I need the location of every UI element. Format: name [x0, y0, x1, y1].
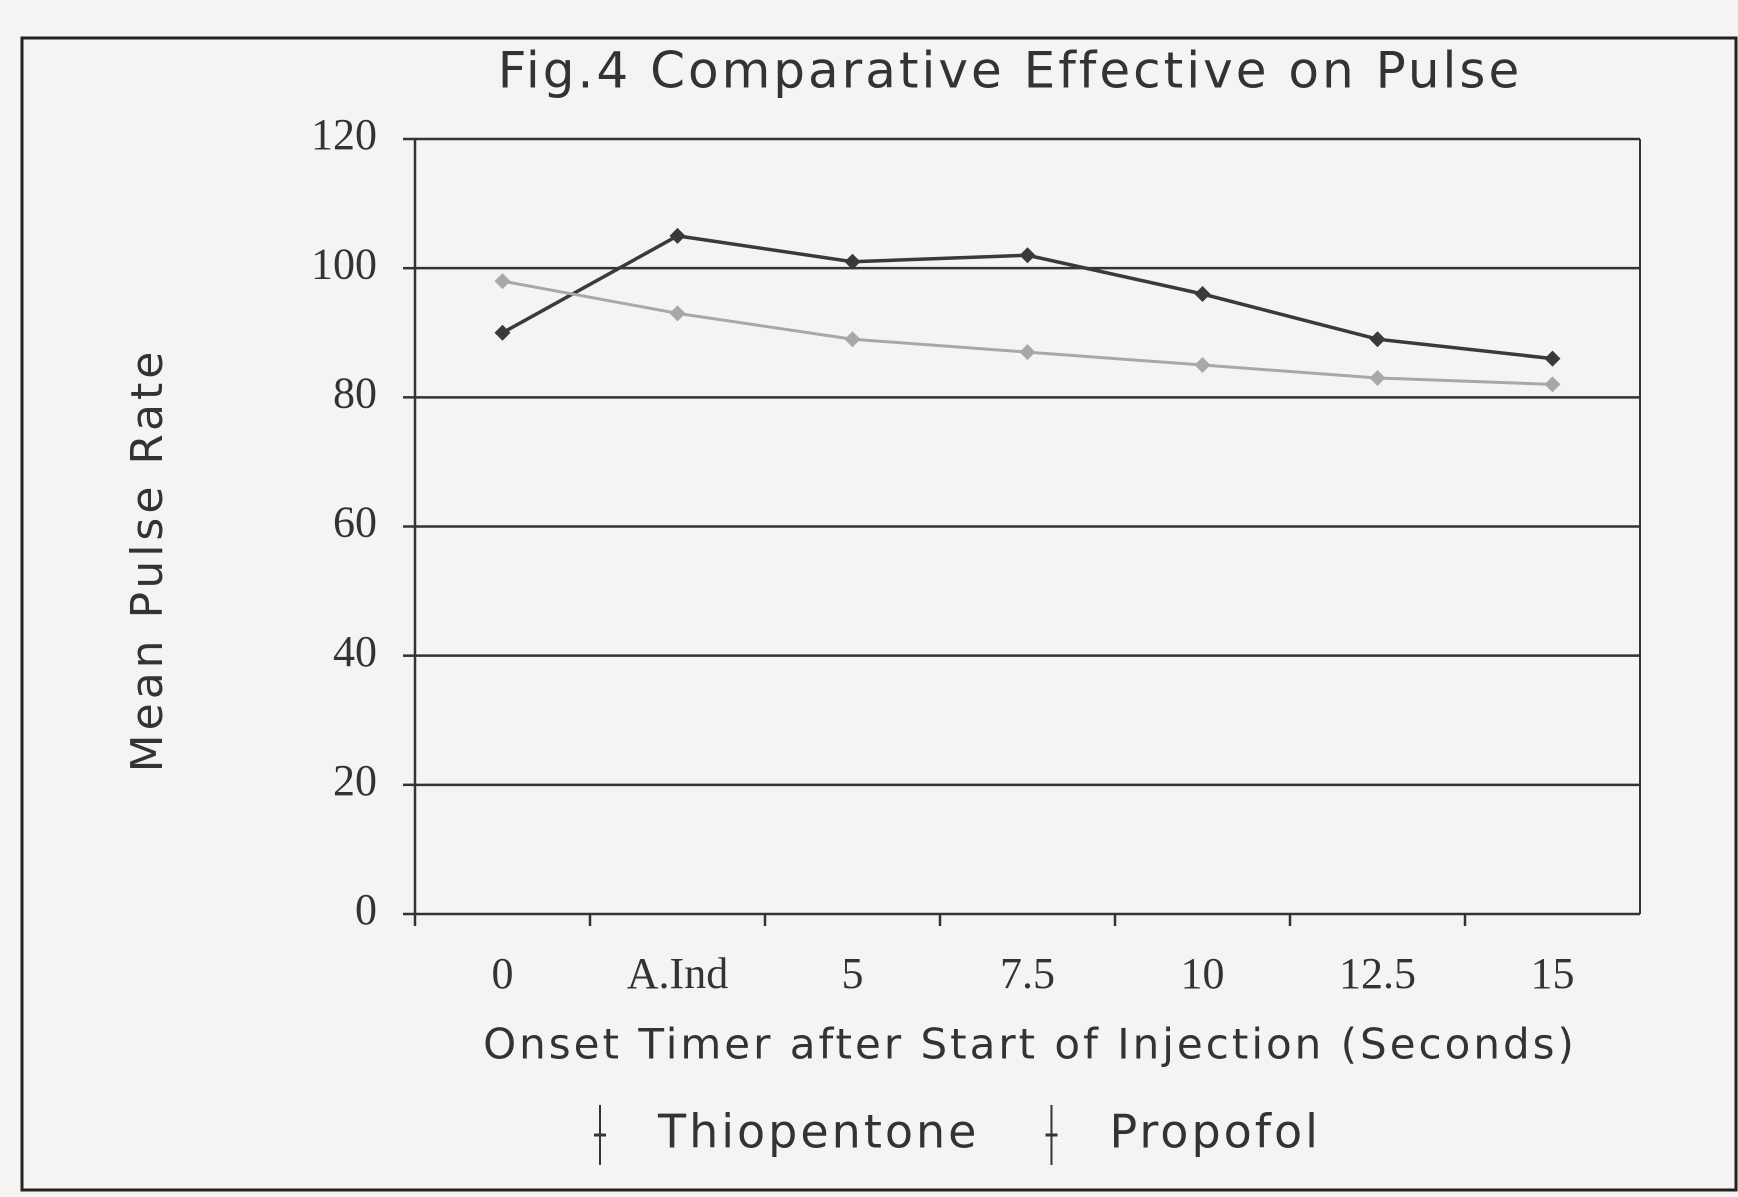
frame [20, 36, 1738, 1192]
y-tick-label: 20 [333, 756, 377, 805]
x-axis-label: Onset Timer after Start of Injection (Se… [483, 1020, 1577, 1069]
data-point [494, 273, 511, 290]
x-tick-label: 7.5 [1000, 949, 1055, 998]
data-point [1194, 357, 1211, 374]
data-point [1544, 350, 1561, 367]
legend-label: Thiopentone [657, 1105, 979, 1159]
y-tick-label: 80 [333, 368, 377, 417]
y-tick-label: 120 [311, 110, 377, 159]
x-tick-label: 12.5 [1339, 949, 1416, 998]
data-point [844, 331, 861, 348]
y-tick-label: 40 [333, 627, 377, 676]
data-point [1019, 247, 1036, 264]
y-axis-label: Mean Pulse Rate [122, 348, 173, 773]
x-tick-label: 0 [492, 949, 514, 998]
data-point [844, 253, 861, 270]
series-line [502, 279, 1553, 386]
data-point [1019, 344, 1036, 361]
data-point [669, 305, 686, 322]
data-point [1194, 286, 1211, 302]
y-tick-label: 100 [311, 239, 377, 288]
x-tick-label: 5 [842, 949, 864, 998]
data-point [1544, 376, 1561, 393]
data-point [494, 324, 511, 341]
x-tick-label: 15 [1531, 949, 1575, 998]
data-point [1369, 369, 1386, 386]
y-tick-label: 0 [355, 885, 377, 934]
legend-label: Propofol [1109, 1105, 1320, 1159]
data-point [1369, 331, 1386, 348]
x-tick-label: A.Ind [627, 949, 728, 998]
y-tick-label: 60 [333, 498, 377, 547]
chart-title: Fig.4 Comparative Effective on Pulse [498, 42, 1523, 100]
x-tick-label: 10 [1181, 949, 1225, 998]
data-point [669, 227, 686, 244]
